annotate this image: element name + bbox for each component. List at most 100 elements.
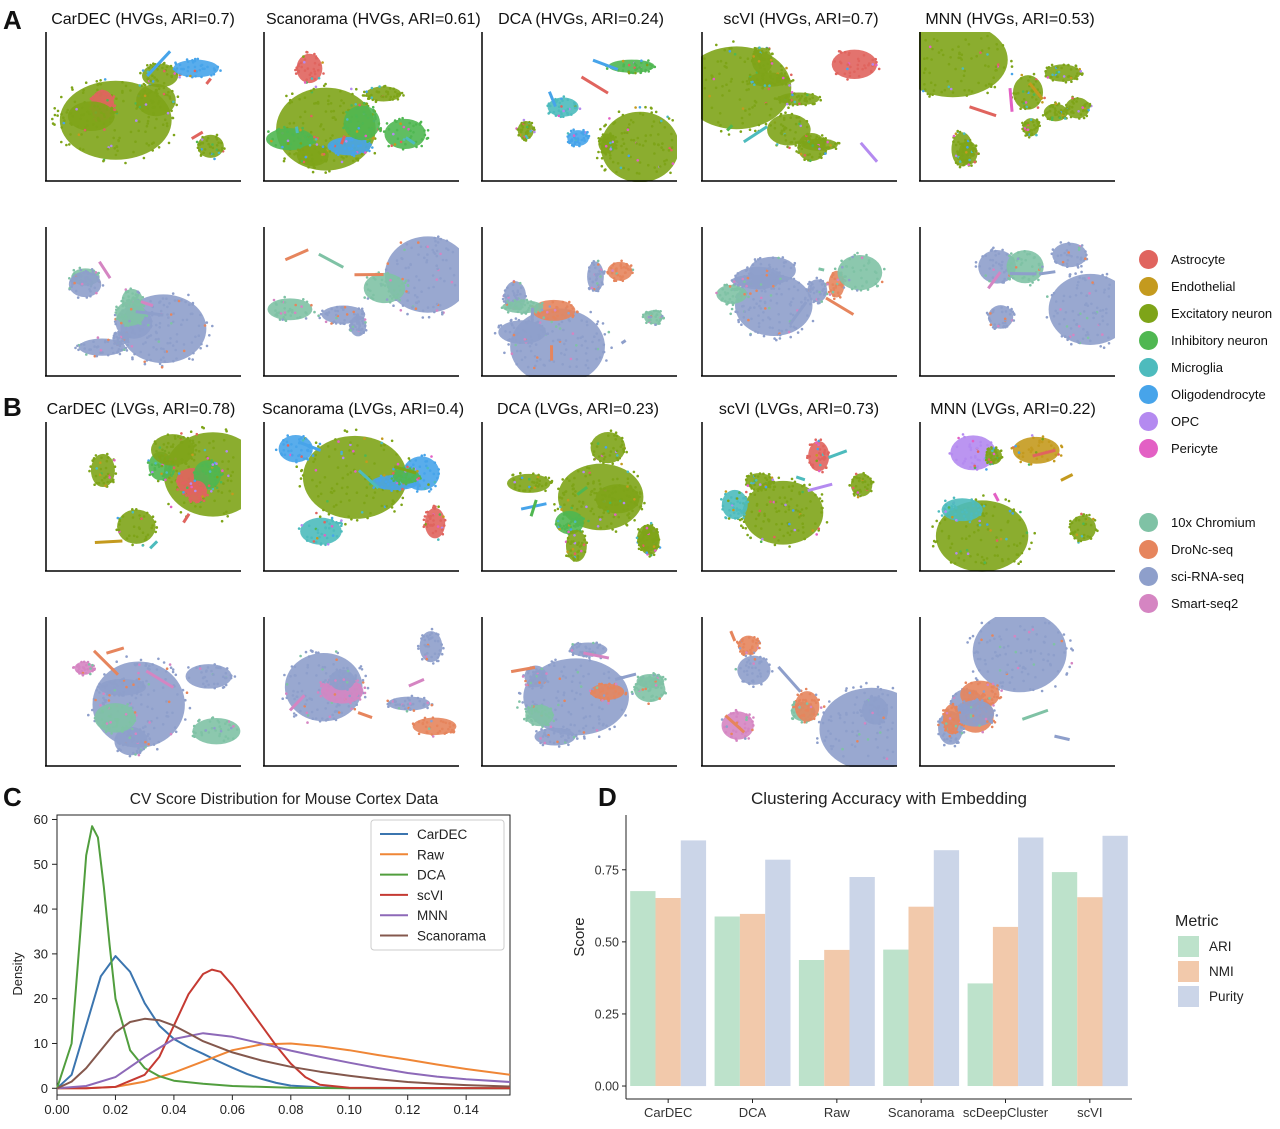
cell-point bbox=[439, 252, 442, 256]
cell-point bbox=[314, 540, 318, 544]
cell-point bbox=[789, 497, 793, 501]
cell-point bbox=[561, 527, 564, 530]
cell-point bbox=[411, 306, 414, 309]
cell-point bbox=[824, 137, 827, 140]
cell-point bbox=[1086, 336, 1090, 340]
cell-point bbox=[1033, 255, 1036, 259]
cell-point bbox=[137, 291, 141, 295]
cell-point bbox=[823, 293, 826, 297]
cell-point bbox=[120, 299, 123, 303]
cell-point bbox=[401, 277, 404, 281]
cell-point bbox=[162, 81, 166, 85]
cell-point bbox=[784, 503, 787, 507]
cell-point bbox=[1031, 90, 1034, 93]
cell-point bbox=[815, 441, 818, 444]
cell-point bbox=[423, 453, 426, 457]
cell-point bbox=[101, 351, 104, 354]
cell-point bbox=[285, 440, 289, 444]
cell-point bbox=[1016, 91, 1020, 95]
umap-title-hvg-cardec: CarDEC (HVGs, ARI=0.7) bbox=[51, 11, 235, 28]
cell-point bbox=[621, 275, 625, 278]
cell-point bbox=[554, 325, 558, 328]
cluster-strand bbox=[205, 77, 212, 85]
cell-point bbox=[658, 165, 662, 168]
cell-point bbox=[580, 549, 583, 553]
cell-point bbox=[794, 144, 797, 147]
cell-point bbox=[528, 485, 531, 489]
cell-point bbox=[561, 517, 565, 520]
cell-point bbox=[229, 479, 233, 483]
cell-point bbox=[1070, 80, 1073, 83]
cell-point bbox=[1023, 105, 1026, 108]
cell-point bbox=[525, 310, 528, 313]
cell-point bbox=[777, 539, 780, 542]
cell-point bbox=[602, 458, 606, 461]
cell-point bbox=[350, 322, 354, 326]
cell-point bbox=[831, 273, 835, 276]
cell-point bbox=[196, 57, 200, 61]
cell-point bbox=[305, 78, 308, 81]
cell-point bbox=[339, 521, 342, 525]
cell-point bbox=[112, 336, 116, 339]
cell-point bbox=[135, 119, 138, 122]
cell-point bbox=[597, 479, 601, 482]
cell-point bbox=[769, 299, 773, 302]
cell-point bbox=[349, 443, 352, 447]
cell-point bbox=[626, 504, 630, 507]
cell-point bbox=[733, 52, 737, 56]
cell-point bbox=[306, 67, 310, 70]
cell-point bbox=[597, 137, 600, 140]
cell-point bbox=[361, 322, 365, 325]
cell-point bbox=[589, 509, 593, 513]
cell-point bbox=[640, 507, 644, 511]
cell-point bbox=[406, 312, 409, 316]
cell-point bbox=[90, 97, 93, 100]
cell-point bbox=[802, 531, 805, 534]
cell-point bbox=[971, 149, 975, 153]
cell-point bbox=[1068, 254, 1071, 257]
cell-point bbox=[729, 80, 733, 83]
cell-point bbox=[145, 314, 149, 318]
cell-point bbox=[840, 283, 844, 286]
cell-point bbox=[318, 442, 322, 446]
cell-point bbox=[185, 58, 189, 61]
cell-point bbox=[347, 515, 350, 518]
cell-point bbox=[319, 312, 323, 316]
cell-point bbox=[160, 454, 163, 457]
cell-point bbox=[728, 50, 732, 53]
cell-point bbox=[288, 146, 291, 150]
cell-point bbox=[601, 133, 605, 136]
cell-point bbox=[157, 465, 161, 468]
cell-point bbox=[871, 63, 875, 66]
cell-point bbox=[964, 138, 967, 142]
cell-point bbox=[1037, 121, 1041, 124]
cell-point bbox=[228, 489, 231, 493]
cell-point bbox=[426, 519, 429, 523]
panel-label-b: B bbox=[3, 392, 22, 422]
cell-point bbox=[647, 59, 650, 62]
cell-point bbox=[795, 150, 798, 153]
cell-point bbox=[60, 140, 63, 144]
umap-scatter bbox=[919, 32, 1115, 182]
cell-point bbox=[200, 75, 203, 79]
cell-point bbox=[288, 101, 292, 105]
cell-points bbox=[715, 251, 886, 342]
cell-point bbox=[640, 59, 643, 62]
cell-point bbox=[793, 92, 796, 95]
cell-point bbox=[118, 333, 121, 336]
cell-point bbox=[340, 450, 343, 454]
cell-point bbox=[73, 100, 77, 104]
cell-point bbox=[1081, 109, 1085, 113]
cell-point bbox=[597, 263, 600, 266]
cell-point bbox=[844, 265, 848, 268]
cell-point bbox=[960, 79, 963, 83]
cell-point bbox=[180, 458, 184, 462]
cell-point bbox=[812, 291, 816, 295]
cell-point bbox=[398, 92, 402, 95]
cell-point bbox=[820, 511, 823, 514]
cell-point bbox=[821, 279, 825, 283]
cell-point bbox=[851, 255, 854, 259]
cell-point bbox=[96, 135, 99, 139]
cell-point bbox=[419, 245, 423, 248]
cell-point bbox=[866, 475, 870, 479]
